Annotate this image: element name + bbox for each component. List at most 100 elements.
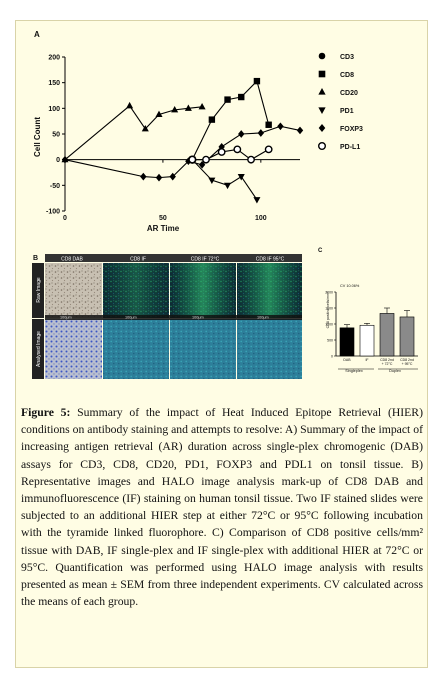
legend-marker-cd8 [318,70,326,78]
legend-marker-foxp3 [318,124,326,132]
col-header-if: CD8 IF [130,257,146,263]
series-foxp3 [61,122,304,182]
panel-c-bar-chart: C CV 10.06% CD8 positive cells/mm² 0 500 1… [318,248,418,373]
y-tick-label: 100 [48,106,60,113]
figure-caption: Figure 5: Summary of the impact of Heat … [21,404,423,610]
data-point [141,125,149,132]
caption-label: Figure 5: [21,406,71,419]
data-point [208,177,216,185]
data-point [155,110,163,118]
scale-label-if: 100μm [125,316,137,320]
data-point [198,160,206,169]
data-point [202,155,210,164]
group-label-duplex: Duplex [389,369,401,373]
data-point [224,96,231,103]
data-point [61,155,69,164]
data-point [188,155,197,164]
c-category-label: CD8 2nd [380,358,394,362]
legend-label: PD1 [340,108,354,115]
data-point [198,102,206,110]
panel-b-header-bar [45,254,302,262]
c-category-label: DAB [343,358,351,362]
panel-a-ylabel: Cell Count [33,117,42,157]
y-tick-label: 50 [52,132,60,139]
panel-b-image-grid: B CD8 DAB CD8 IF CD8 IF 72°C CD8 IF 95°C… [32,254,302,379]
panel-a-series [61,77,304,204]
data-point [247,155,255,164]
data-point [184,104,192,111]
c-category-label-2: + 72°C [382,362,393,366]
tile-if-raw-band [103,263,169,318]
legend-marker-pd1 [318,107,326,114]
data-point [185,157,192,166]
bar [339,327,355,357]
scale-label-if72: 100μm [192,316,204,320]
c-category-label: CD8 2nd [400,358,414,362]
data-point [217,148,226,156]
scale-label-if95: 100μm [257,316,269,320]
data-point [296,126,304,135]
panel-c-label: C [318,248,323,254]
tile-if95-analysed [237,319,302,379]
y-tick-label: 0 [56,157,60,164]
tile-dab-raw [45,263,102,318]
panel-c-ylabel: CD8 positive cells/mm² [326,291,330,329]
data-point [169,172,176,181]
c-y-tick-label: 1000 [325,322,333,326]
row-header-raw-bg [32,263,44,318]
series-line [191,80,270,160]
data-point [253,77,261,85]
data-point [238,93,245,101]
legend-label: CD3 [340,54,354,61]
bar [379,313,395,357]
panel-c-cv-annotation: CV 10.06% [340,284,360,288]
c-y-tick-label: 1500 [325,306,333,310]
data-point [238,130,245,138]
data-point [171,106,179,113]
col-header-if-72: CD8 IF 72°C [191,257,220,263]
y-tick-label: -50 [50,183,60,190]
x-tick-label: 0 [63,215,67,222]
data-point [126,101,134,109]
data-point [265,121,272,128]
tile-if95-raw-band [237,263,302,318]
c-y-tick-label: 500 [327,338,333,342]
tile-if72-analysed [170,319,236,379]
data-point [237,174,245,181]
c-y-tick-label: 0 [331,354,333,358]
panel-a-legend: CD3 CD8 CD20 PD1 FOXP3 PD-L1 [318,52,363,151]
tile-if72-raw-band [170,263,236,318]
x-tick-label: 50 [159,215,167,222]
c-y-tick-label: 2000 [325,290,333,294]
legend-label: CD8 [340,72,354,79]
legend-marker-cd3 [318,52,326,60]
data-point [253,197,261,204]
series-pd1 [188,157,261,204]
scale-strip [45,315,302,320]
data-point [233,145,242,154]
row-header-analysed-bg [32,319,44,379]
y-tick-label: -100 [46,209,60,216]
legend-marker-cd20 [318,88,326,95]
row-header-analysed: Analysed Image [36,331,42,367]
panel-a-label: A [34,30,40,39]
bar [359,324,375,357]
c-category-label-2: + 95°C [402,362,413,366]
data-point [264,145,273,154]
data-point [140,172,147,181]
col-header-if-95: CD8 IF 95°C [256,257,285,263]
panel-a-xlabel: AR Time [147,224,180,233]
legend-label: PD-L1 [340,144,360,151]
tile-dab-analysed [45,319,102,379]
scale-label-dab: 100μm [60,316,72,320]
group-label-singleplex: Singleplex [345,369,363,373]
row-header-raw: Raw Image [36,277,42,303]
legend-label: FOXP3 [340,126,363,133]
y-tick-label: 200 [48,55,60,62]
data-point [155,173,163,182]
data-point [257,129,265,137]
data-point [277,122,284,131]
panel-b-label: B [33,255,38,262]
